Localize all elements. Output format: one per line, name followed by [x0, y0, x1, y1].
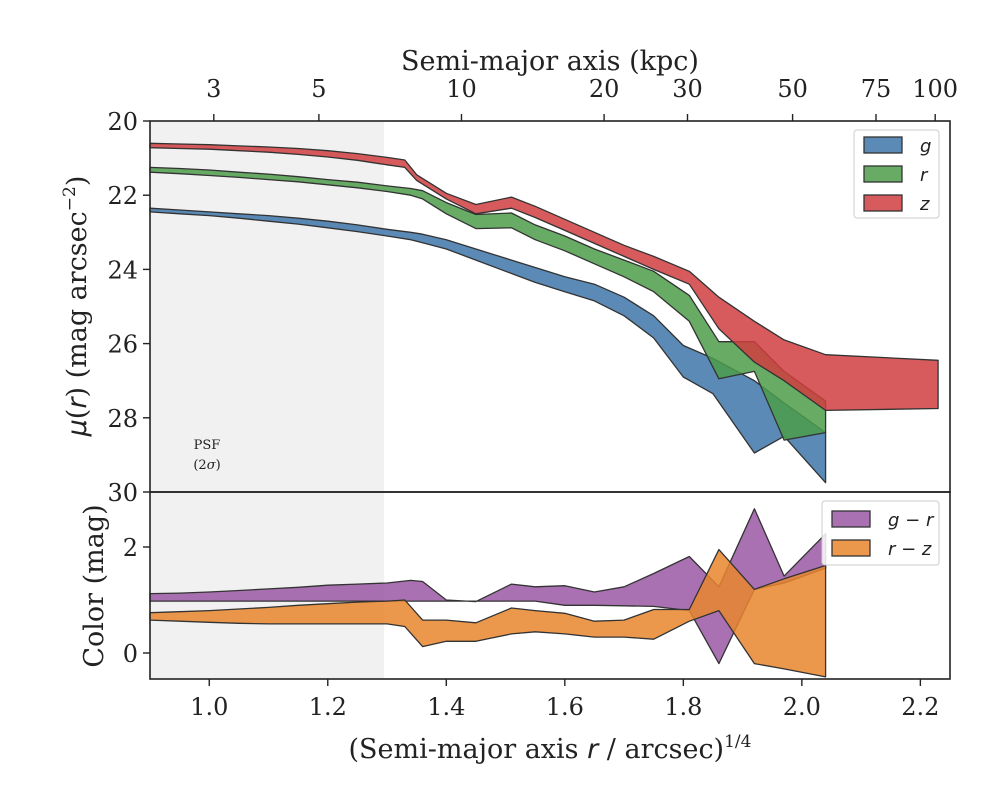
legend-swatch-r — [863, 165, 903, 183]
kpc-tick-label: 50 — [777, 75, 808, 103]
top-y-axis-ticks: 20 22 24 26 28 30 — [107, 108, 150, 507]
color-tick-label: 2 — [123, 534, 138, 562]
kpc-tick-label: 100 — [912, 75, 958, 103]
series-g-band — [149, 207, 827, 484]
kpc-tick-label: 3 — [206, 75, 221, 103]
legend-swatch-gr — [831, 510, 871, 528]
bottom-y-axis-label: Color (mag) — [79, 504, 110, 667]
kpc-tick-label: 20 — [589, 75, 620, 103]
x-tick-label: 1.6 — [546, 693, 584, 721]
top-kpc-axis-ticks: 3 5 10 20 30 50 75 100 — [206, 75, 958, 121]
legend-swatch-rz — [831, 539, 871, 557]
x-axis-label: (Semi-major axis r / arcsec)1/4 — [349, 732, 752, 765]
legend-label-r: r — [920, 165, 929, 186]
bottom-panel-frame — [149, 491, 951, 680]
bottom-panel-series — [149, 508, 827, 678]
legend-label-gr: g − r — [888, 510, 935, 531]
y-tick-label: 22 — [107, 182, 138, 210]
psf-sigma-label: (2σ) — [193, 458, 220, 473]
top-panel-series — [149, 142, 939, 484]
bottom-x-axis-ticks: 1.0 1.2 1.4 1.6 1.8 2.0 2.2 — [190, 679, 939, 721]
top-axis-label: Semi-major axis (kpc) — [401, 46, 699, 77]
legend-label-rz: r − z — [888, 539, 932, 560]
x-tick-label: 2.0 — [783, 693, 821, 721]
kpc-tick-label: 75 — [861, 75, 892, 103]
legend-label-g: g — [920, 136, 931, 157]
kpc-tick-label: 10 — [446, 75, 477, 103]
y-tick-label: 30 — [107, 479, 138, 507]
x-tick-label: 1.2 — [309, 693, 347, 721]
top-y-axis-label: μ(r) (mag arcsec−2) — [60, 176, 93, 438]
series-z-band — [149, 142, 939, 412]
legend-label-z: z — [919, 194, 930, 215]
legend-swatch-g — [863, 136, 903, 154]
y-tick-label: 24 — [107, 256, 138, 284]
x-tick-label: 1.8 — [664, 693, 702, 721]
bottom-y-axis-ticks: 02 — [123, 534, 150, 668]
kpc-tick-label: 30 — [672, 75, 703, 103]
x-tick-label: 1.4 — [427, 693, 465, 721]
color-rz-band — [149, 548, 827, 678]
series-r-band — [149, 166, 827, 441]
color-tick-label: 0 — [123, 640, 138, 668]
top-legend: grz — [853, 129, 940, 219]
y-tick-label: 28 — [107, 405, 138, 433]
y-tick-label: 20 — [107, 108, 138, 136]
y-tick-label: 26 — [107, 331, 138, 359]
psf-label: PSF — [194, 438, 221, 453]
x-tick-label: 1.0 — [190, 693, 228, 721]
bottom-legend: g − r r − z — [821, 500, 940, 566]
kpc-tick-label: 5 — [311, 75, 326, 103]
x-tick-label: 2.2 — [901, 693, 939, 721]
legend-swatch-z — [863, 194, 903, 212]
